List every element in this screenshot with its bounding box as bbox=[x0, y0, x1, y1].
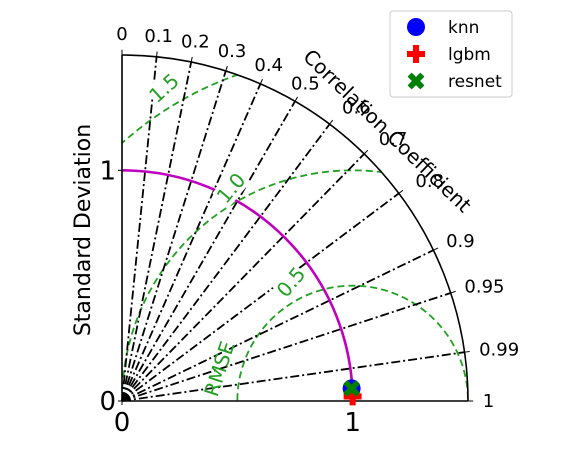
correlation-ray bbox=[121, 70, 227, 402]
correlation-tick-mark bbox=[190, 56, 193, 63]
correlation-tick-label: 0.99 bbox=[479, 339, 519, 360]
y-tick-label: 0 bbox=[99, 387, 116, 417]
correlation-ray bbox=[121, 153, 365, 402]
reference-arc bbox=[121, 169, 354, 402]
correlation-tick-mark bbox=[398, 189, 404, 194]
correlation-ray bbox=[121, 83, 262, 402]
correlation-tick-mark bbox=[259, 78, 263, 85]
marker-resnet bbox=[407, 72, 425, 90]
correlation-ray bbox=[121, 192, 400, 402]
y-tick-label: 1 bbox=[99, 156, 116, 186]
marker-resnet bbox=[343, 380, 361, 397]
x-tick-label: 1 bbox=[344, 408, 361, 438]
outer-arc bbox=[121, 54, 469, 402]
legend-label-knn: knn bbox=[448, 18, 479, 38]
correlation-ray bbox=[121, 123, 331, 402]
correlation-tick-label: 0.4 bbox=[254, 55, 283, 76]
marker-lgbm bbox=[343, 387, 362, 406]
correlation-tick-label: 0.2 bbox=[181, 32, 210, 53]
correlation-tick-label: 0.9 bbox=[446, 231, 475, 252]
rmse-label-bg bbox=[212, 168, 250, 208]
rmse-contour-label: 1.0 bbox=[212, 168, 251, 208]
correlation-tick-mark bbox=[363, 149, 369, 155]
correlation-ray bbox=[121, 249, 434, 402]
correlation-ray bbox=[121, 292, 451, 402]
rmse-contour-labels: 0.51.01.5 bbox=[144, 68, 310, 301]
correlation-tick-mark bbox=[329, 119, 334, 125]
rmse-label-bg bbox=[272, 262, 310, 302]
marker-shape bbox=[343, 380, 361, 397]
marker-knn bbox=[407, 18, 425, 36]
correlation-tick-label: 0.5 bbox=[291, 73, 320, 94]
correlation-tick-label: 0 bbox=[116, 24, 127, 45]
correlation-ray bbox=[121, 351, 465, 402]
marker-lgbm bbox=[407, 45, 425, 63]
correlation-tick-mark bbox=[433, 247, 439, 251]
rmse-label: RMSE bbox=[199, 338, 239, 399]
correlation-tick-label: 0.7 bbox=[379, 129, 408, 150]
correlation-tick-label: 0.1 bbox=[144, 26, 173, 47]
correlation-tick-mark bbox=[225, 65, 228, 72]
correlation-ray bbox=[121, 56, 158, 402]
correlation-tick-mark bbox=[450, 290, 456, 294]
data-points bbox=[342, 379, 362, 406]
correlation-ray bbox=[121, 61, 193, 402]
rmse-contour-label: 0.5 bbox=[272, 262, 311, 302]
correlation-ray bbox=[121, 100, 296, 402]
rmse-contour-label-group: 1.0 bbox=[212, 168, 251, 208]
rmse-label-bg bbox=[144, 69, 184, 107]
correlation-tick-label: 0.95 bbox=[464, 276, 504, 297]
x-tick-label: 0 bbox=[114, 408, 131, 438]
legend-label-resnet: resnet bbox=[448, 72, 502, 92]
correlation-tick-mark bbox=[156, 51, 158, 57]
correlation-tick-label: 0.3 bbox=[218, 41, 247, 62]
correlation-tick-label: 0.6 bbox=[342, 98, 371, 119]
correlation-tick-label: 1 bbox=[483, 391, 494, 412]
reference-std-arc bbox=[121, 169, 354, 402]
legend-label-lgbm: lgbm bbox=[448, 45, 491, 65]
marker-shape bbox=[407, 72, 425, 90]
y-axis-label: Standard Deviation bbox=[71, 124, 96, 336]
correlation-tick-mark bbox=[294, 96, 299, 102]
rmse-contour-label-group: 0.5 bbox=[272, 262, 311, 302]
correlation-tick-label: 0.8 bbox=[415, 171, 444, 192]
correlation-tick-mark bbox=[464, 350, 470, 353]
legend: knn lgbm resnet bbox=[389, 10, 513, 98]
correlation-rays bbox=[121, 56, 465, 402]
axes-frame bbox=[121, 54, 469, 402]
